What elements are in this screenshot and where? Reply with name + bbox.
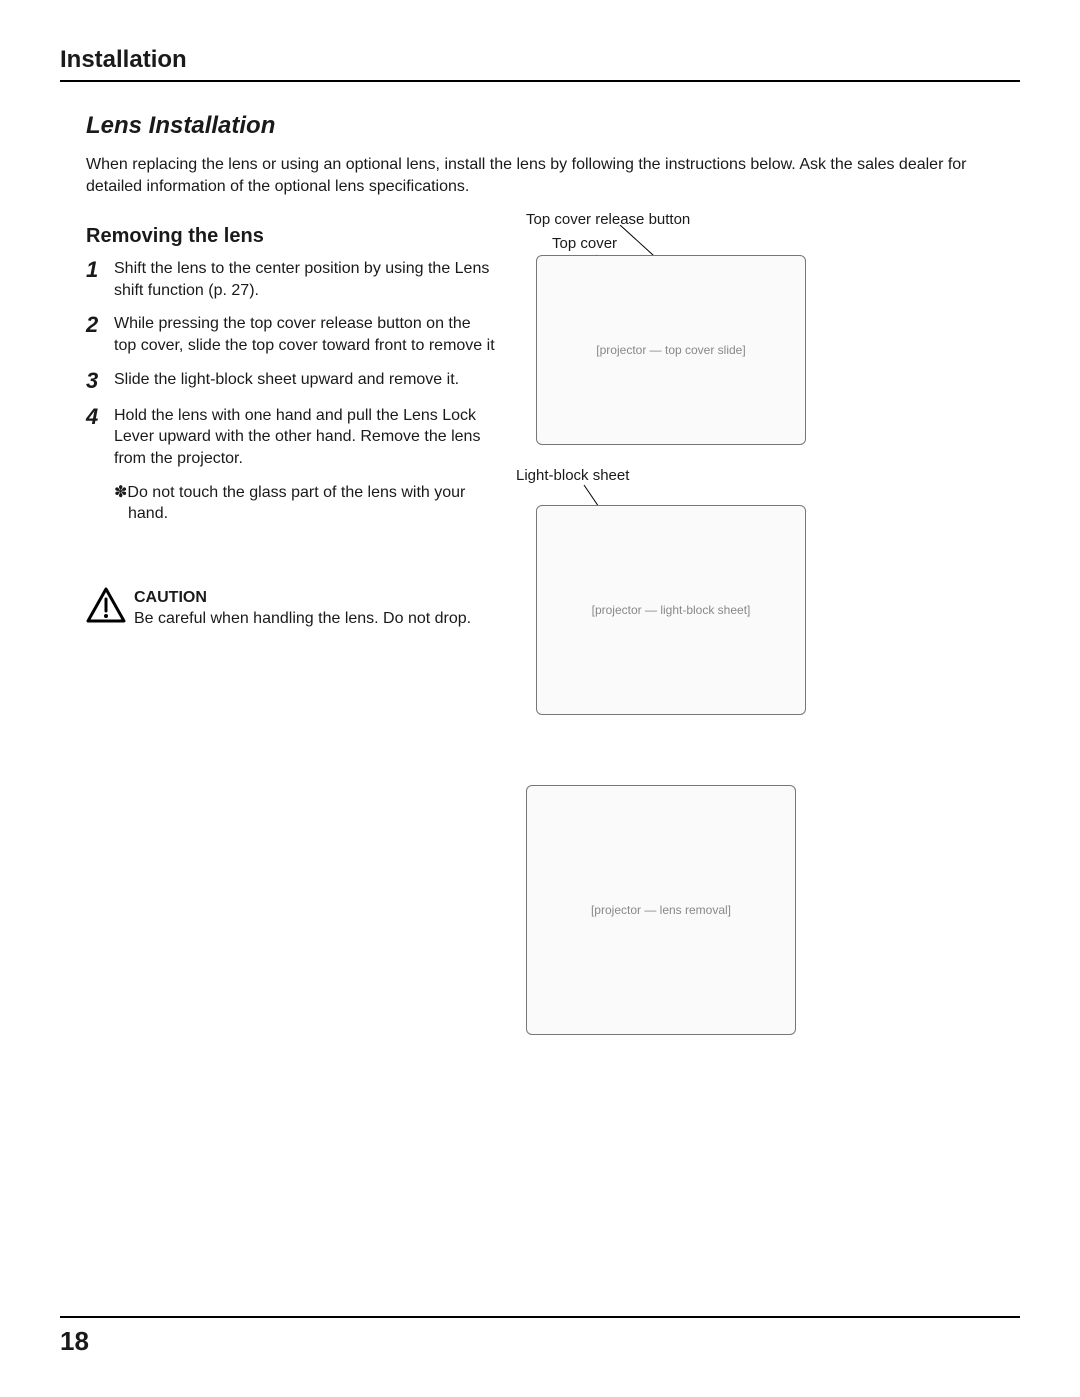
step-text: While pressing the top cover release but…	[114, 313, 496, 356]
step-number: 2	[86, 313, 114, 356]
subheading-removing: Removing the lens	[86, 225, 496, 248]
caution-icon	[86, 587, 126, 628]
step-3: 3 Slide the light-block sheet upward and…	[86, 369, 496, 393]
step-text: Slide the light-block sheet upward and r…	[114, 369, 459, 393]
step-4-note: ✽Do not touch the glass part of the lens…	[114, 482, 496, 525]
right-column: Top cover release button Top cover [proj…	[516, 225, 986, 630]
caution-text: CAUTION Be careful when handling the len…	[134, 587, 471, 630]
caution-box: CAUTION Be careful when handling the len…	[86, 587, 496, 630]
page-footer: 18	[60, 1316, 1020, 1357]
step-number: 4	[86, 405, 114, 470]
left-column: Removing the lens 1 Shift the lens to th…	[86, 225, 496, 630]
step-text: Hold the lens with one hand and pull the…	[114, 405, 496, 470]
page-number: 18	[60, 1326, 89, 1356]
step-1: 1 Shift the lens to the center position …	[86, 258, 496, 301]
caution-body: Be careful when handling the lens. Do no…	[134, 610, 471, 627]
figure-1: [projector — top cover slide]	[536, 255, 806, 445]
figure-3: [projector — lens removal]	[526, 785, 796, 1035]
step-2: 2 While pressing the top cover release b…	[86, 313, 496, 356]
caution-title: CAUTION	[134, 589, 207, 606]
step-number: 3	[86, 369, 114, 393]
step-4: 4 Hold the lens with one hand and pull t…	[86, 405, 496, 470]
content-columns: Removing the lens 1 Shift the lens to th…	[86, 225, 1020, 630]
label-top-cover: Top cover	[552, 235, 617, 252]
page-header: Installation	[60, 46, 1020, 82]
figure-2: [projector — light-block sheet]	[536, 505, 806, 715]
label-light-block-sheet: Light-block sheet	[516, 467, 629, 484]
step-text: Shift the lens to the center position by…	[114, 258, 496, 301]
label-top-cover-release: Top cover release button	[526, 211, 690, 228]
section-title: Lens Installation	[86, 112, 1020, 140]
step-number: 1	[86, 258, 114, 301]
intro-paragraph: When replacing the lens or using an opti…	[86, 154, 994, 197]
